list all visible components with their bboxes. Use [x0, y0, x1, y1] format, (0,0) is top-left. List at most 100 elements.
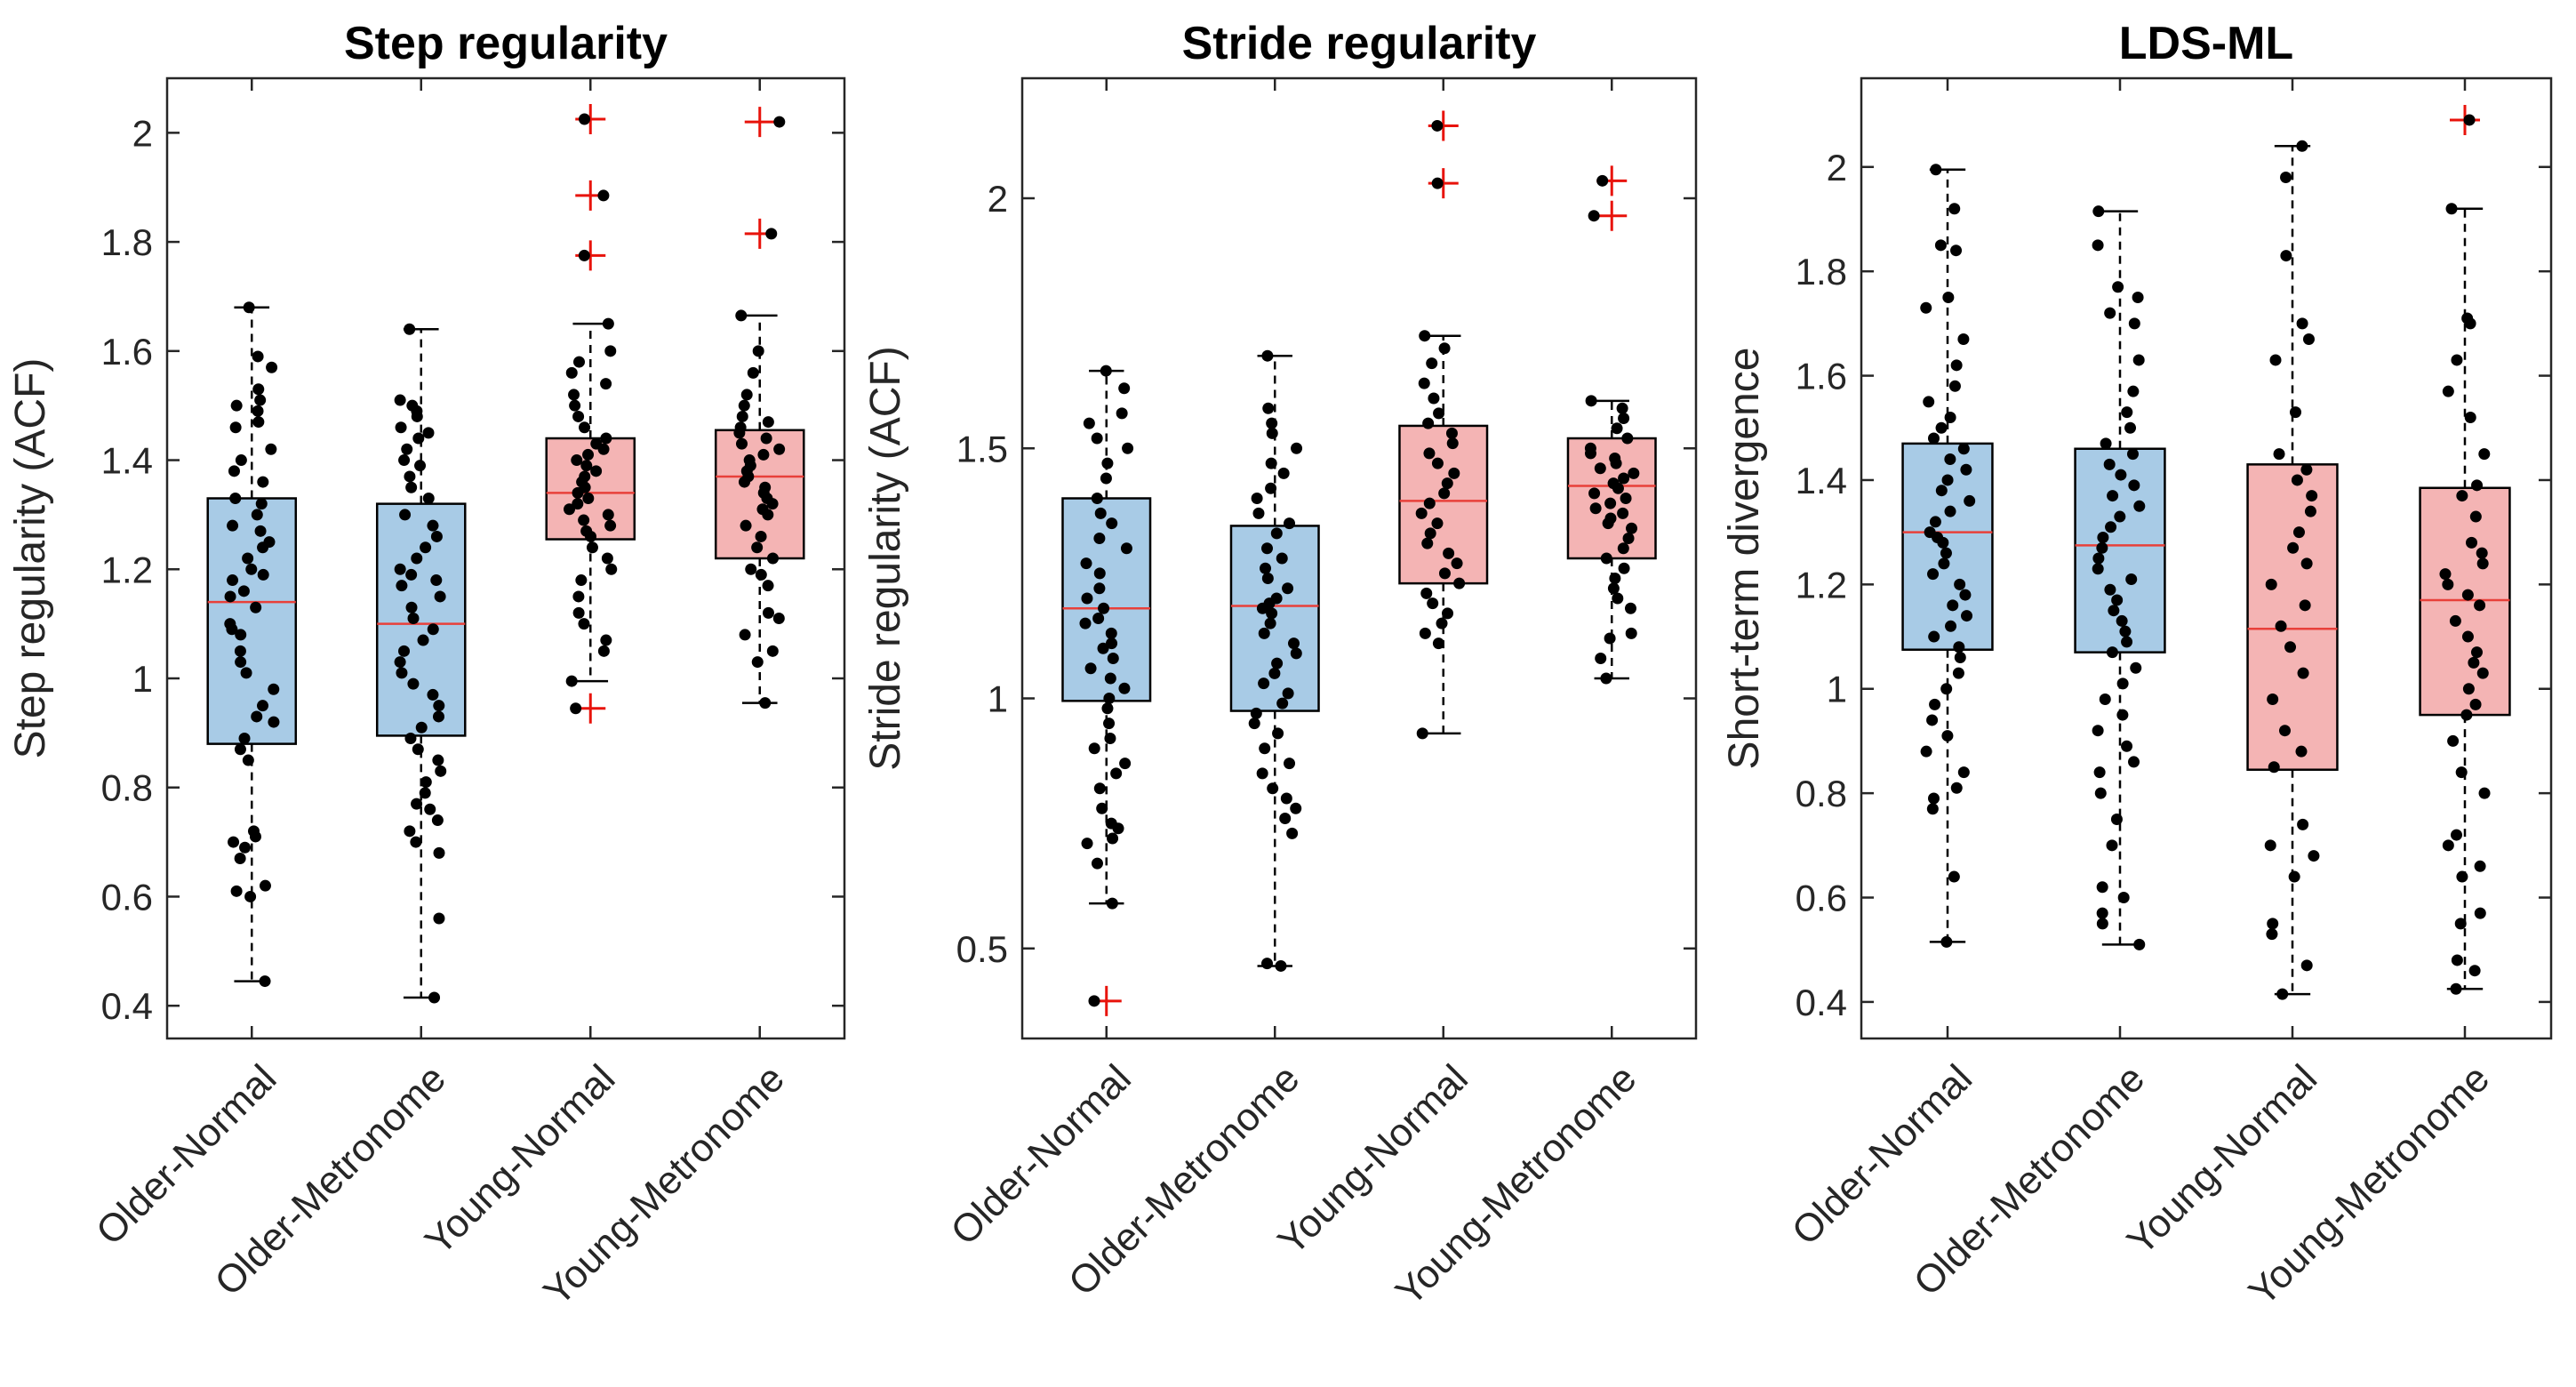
- box: [2246, 463, 2339, 771]
- y-tick-label: 1.6: [1796, 356, 1847, 397]
- data-point: [1622, 533, 1635, 544]
- data-point: [414, 460, 427, 472]
- data-point: [2132, 292, 2144, 304]
- data-point: [2296, 317, 2308, 330]
- data-point: [2474, 907, 2486, 919]
- data-point: [2302, 333, 2315, 345]
- data-point: [394, 563, 406, 575]
- data-point: [1258, 677, 1270, 690]
- data-point: [404, 323, 416, 335]
- data-point: [2471, 479, 2484, 492]
- data-point: [1261, 958, 1274, 970]
- data-point: [405, 481, 418, 493]
- data-point: [1122, 442, 1134, 454]
- data-point: [2460, 709, 2473, 721]
- y-tick-label: 0.6: [101, 876, 153, 918]
- data-point: [1080, 557, 1092, 570]
- y-axis-label: Short-term divergence: [1721, 348, 1768, 770]
- data-point: [2100, 437, 2112, 450]
- data-point: [1948, 380, 1961, 392]
- data-point: [751, 541, 764, 554]
- data-point: [590, 465, 603, 477]
- data-point: [2130, 661, 2142, 674]
- data-point: [396, 580, 408, 592]
- data-point: [230, 885, 243, 897]
- data-point: [1600, 672, 1612, 685]
- data-point: [1950, 359, 1963, 372]
- data-point: [1944, 505, 1956, 517]
- data-point: [242, 754, 254, 766]
- data-point: [2306, 490, 2318, 502]
- data-point: [2106, 646, 2118, 659]
- data-point: [252, 416, 265, 429]
- panel-3: LDS-ML Short-term divergence 0.4 0.6 0.8 1 1.2…: [1721, 18, 2553, 1314]
- data-point: [257, 568, 269, 581]
- data-point: [1284, 517, 1296, 530]
- data-point: [1101, 457, 1114, 469]
- data-point: [229, 421, 242, 434]
- data-point: [427, 519, 439, 532]
- data-point: [2295, 745, 2308, 758]
- data-point: [597, 645, 610, 657]
- panel-2: Stride regularity Stride regularity (ACF)…: [862, 18, 1698, 1314]
- data-point: [572, 498, 584, 510]
- data-point: [430, 574, 443, 587]
- data-point: [1920, 301, 1932, 314]
- data-point: [2096, 881, 2108, 894]
- data-point: [257, 700, 269, 712]
- data-point: [1260, 562, 1272, 574]
- data-point: [1271, 657, 1284, 669]
- data-point: [1964, 494, 1976, 507]
- data-point: [1930, 164, 1942, 176]
- data-point: [2478, 787, 2491, 799]
- data-point: [228, 465, 240, 477]
- box: [2419, 486, 2511, 717]
- data-point: [1079, 617, 1092, 629]
- data-point: [1423, 447, 1436, 460]
- data-point: [2128, 479, 2140, 492]
- data-point: [2127, 385, 2140, 397]
- data-point: [2110, 813, 2123, 825]
- data-point: [1252, 507, 1265, 519]
- data-point: [2296, 140, 2308, 152]
- data-point: [404, 470, 416, 483]
- data-point: [2128, 756, 2140, 768]
- data-point: [1088, 742, 1100, 755]
- data-point: [2266, 928, 2278, 941]
- data-point: [2470, 646, 2483, 659]
- data-point: [1950, 245, 1963, 257]
- data-point: [430, 530, 443, 542]
- data-point: [1118, 382, 1131, 395]
- data-point: [2289, 406, 2301, 419]
- outlier-marker: [1596, 200, 1628, 231]
- data-point: [238, 733, 251, 744]
- data-point: [245, 563, 258, 575]
- data-point: [2105, 521, 2117, 533]
- y-tick-label: 0.6: [1796, 878, 1847, 919]
- data-point: [2476, 667, 2489, 679]
- data-point: [422, 427, 435, 439]
- data-point: [1098, 602, 1110, 614]
- data-point: [2092, 725, 2104, 737]
- data-point: [1279, 813, 1292, 824]
- data-point: [1935, 485, 1948, 497]
- data-point: [586, 541, 598, 554]
- data-point: [1103, 718, 1116, 730]
- data-point: [1256, 767, 1268, 780]
- data-point: [2461, 630, 2474, 643]
- data-point: [242, 552, 254, 565]
- y-tick-label: 1.6: [101, 331, 153, 373]
- data-point: [1291, 442, 1303, 454]
- y-axis-label: Stride regularity (ACF): [862, 346, 909, 770]
- data-point: [254, 394, 267, 406]
- data-point: [1935, 421, 1948, 434]
- data-point: [1265, 457, 1277, 469]
- data-point: [760, 432, 772, 445]
- data-point: [1103, 693, 1116, 704]
- data-point: [564, 503, 576, 516]
- data-point: [1107, 653, 1119, 664]
- y-tick-label: 0.4: [101, 985, 153, 1027]
- data-point: [600, 634, 612, 646]
- data-point: [1104, 672, 1116, 685]
- data-point: [2276, 988, 2289, 1000]
